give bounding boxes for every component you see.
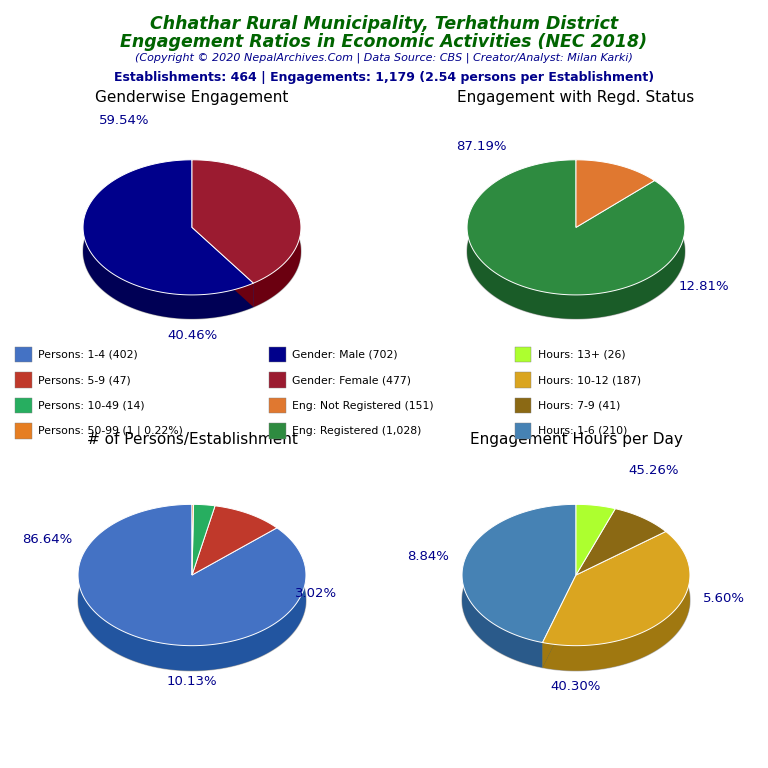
Text: 3.02%: 3.02% xyxy=(295,587,336,600)
Polygon shape xyxy=(78,505,306,646)
Polygon shape xyxy=(192,160,301,283)
Title: Engagement Hours per Day: Engagement Hours per Day xyxy=(469,432,683,447)
Polygon shape xyxy=(192,505,194,575)
Text: Establishments: 464 | Engagements: 1,179 (2.54 persons per Establishment): Establishments: 464 | Engagements: 1,179… xyxy=(114,71,654,84)
Text: Persons: 50-99 (1 | 0.22%): Persons: 50-99 (1 | 0.22%) xyxy=(38,425,184,436)
Text: Eng: Not Registered (151): Eng: Not Registered (151) xyxy=(292,400,433,411)
Text: Gender: Male (702): Gender: Male (702) xyxy=(292,349,398,360)
Text: 40.30%: 40.30% xyxy=(551,680,601,693)
Text: Persons: 5-9 (47): Persons: 5-9 (47) xyxy=(38,375,131,386)
Text: Chhathar Rural Municipality, Terhathum District: Chhathar Rural Municipality, Terhathum D… xyxy=(150,15,618,33)
Title: # of Persons/Establishment: # of Persons/Establishment xyxy=(87,432,297,447)
Text: Hours: 10-12 (187): Hours: 10-12 (187) xyxy=(538,375,641,386)
Polygon shape xyxy=(576,160,654,227)
Polygon shape xyxy=(542,575,576,667)
Text: 87.19%: 87.19% xyxy=(456,140,507,153)
Text: (Copyright © 2020 NepalArchives.Com | Data Source: CBS | Creator/Analyst: Milan : (Copyright © 2020 NepalArchives.Com | Da… xyxy=(135,53,633,64)
Text: Persons: 1-4 (402): Persons: 1-4 (402) xyxy=(38,349,138,360)
Text: Engagement Ratios in Economic Activities (NEC 2018): Engagement Ratios in Economic Activities… xyxy=(121,33,647,51)
Polygon shape xyxy=(83,160,253,319)
Polygon shape xyxy=(462,505,576,643)
Polygon shape xyxy=(192,160,301,307)
Text: 5.60%: 5.60% xyxy=(703,591,746,604)
Polygon shape xyxy=(78,529,306,670)
Text: 59.54%: 59.54% xyxy=(99,114,150,127)
Text: 86.64%: 86.64% xyxy=(22,533,72,546)
Polygon shape xyxy=(192,506,276,575)
Text: Eng: Registered (1,028): Eng: Registered (1,028) xyxy=(292,425,421,436)
Text: 8.84%: 8.84% xyxy=(407,550,449,563)
Polygon shape xyxy=(192,505,215,575)
Polygon shape xyxy=(542,531,690,646)
Polygon shape xyxy=(462,529,690,670)
Text: Persons: 10-49 (14): Persons: 10-49 (14) xyxy=(38,400,145,411)
Text: Hours: 7-9 (41): Hours: 7-9 (41) xyxy=(538,400,620,411)
Text: 45.26%: 45.26% xyxy=(628,464,679,477)
Text: Gender: Female (477): Gender: Female (477) xyxy=(292,375,411,386)
Text: Hours: 13+ (26): Hours: 13+ (26) xyxy=(538,349,625,360)
Text: 12.81%: 12.81% xyxy=(679,280,730,293)
Polygon shape xyxy=(78,505,306,670)
Text: 40.46%: 40.46% xyxy=(167,329,217,343)
Polygon shape xyxy=(192,227,253,307)
Title: Genderwise Engagement: Genderwise Engagement xyxy=(95,90,289,105)
Text: Hours: 1-6 (210): Hours: 1-6 (210) xyxy=(538,425,627,436)
Polygon shape xyxy=(576,505,615,575)
Polygon shape xyxy=(576,508,666,575)
Polygon shape xyxy=(192,227,253,307)
Polygon shape xyxy=(83,160,253,295)
Text: 10.13%: 10.13% xyxy=(167,675,217,688)
Polygon shape xyxy=(542,575,576,667)
Polygon shape xyxy=(467,160,685,319)
Title: Engagement with Regd. Status: Engagement with Regd. Status xyxy=(458,90,694,105)
Polygon shape xyxy=(83,184,301,319)
Polygon shape xyxy=(467,184,685,319)
Polygon shape xyxy=(542,531,690,670)
Polygon shape xyxy=(467,160,685,295)
Polygon shape xyxy=(462,505,576,667)
